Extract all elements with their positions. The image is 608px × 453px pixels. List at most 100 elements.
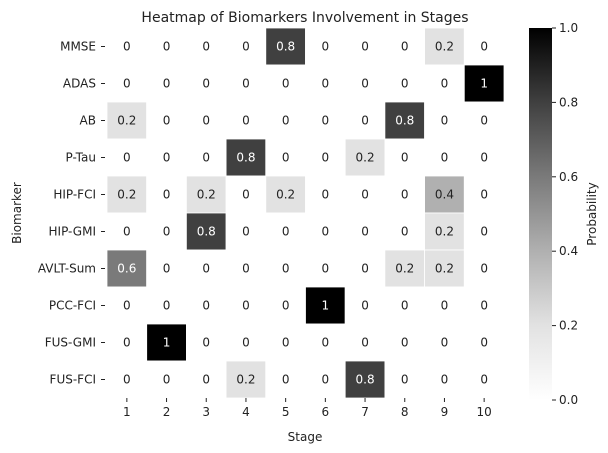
colorbar-tick-label: 0.4 [559,244,578,258]
cell-value-label: 0 [202,336,210,350]
cell-value-label: 0.2 [435,262,454,276]
cell-value-label: 0 [123,225,131,239]
cell-value-label: 0 [163,373,171,387]
heatmap-cell [106,249,148,288]
x-tick-label: 6 [322,405,330,419]
heatmap-cell [185,212,227,251]
cell-value-label: 0 [282,77,290,91]
cell-value-label: 0 [361,225,369,239]
cell-value-label: 0 [123,151,131,165]
cell-value-label: 0.2 [236,373,255,387]
cell-value-label: 0 [123,336,131,350]
cell-value-label: 0 [282,225,290,239]
y-tick-label: MMSE [60,40,96,54]
cell-value-label: 0 [202,77,210,91]
cell-value-label: 0 [242,188,250,202]
x-tick-label: 2 [163,405,171,419]
heatmap-cell [305,212,346,251]
heatmap-cell [424,286,465,325]
cell-value-label: 0 [480,225,488,239]
heatmap-cell [225,212,267,251]
cell-value-label: 0 [480,299,488,313]
heatmap-cell [265,323,306,362]
heatmap-cell [463,27,505,66]
heatmap-cell [146,64,187,103]
cell-value-label: 0 [163,114,171,128]
heatmap-cell [463,286,505,325]
cell-value-label: 0 [242,77,250,91]
cell-value-label: 0 [242,40,250,54]
x-tick-label: 9 [441,405,449,419]
heatmap-cell [424,101,465,140]
heatmap-cell [146,101,187,140]
y-tick-label: AB [80,114,96,128]
x-tick-label: 5 [282,405,290,419]
cell-value-label: 0 [322,373,330,387]
heatmap-cell [463,249,505,288]
cell-value-label: 1 [480,77,488,91]
cell-value-label: 1 [163,336,171,350]
cell-value-label: 0 [401,77,409,91]
heatmap-cell [344,138,386,177]
cell-value-label: 0 [322,188,330,202]
cell-value-label: 0 [123,77,131,91]
heatmap-cell [384,64,425,103]
cell-value-label: 0 [480,151,488,165]
cell-value-label: 0.2 [356,151,375,165]
cell-value-label: 0.2 [276,188,295,202]
cell-value-label: 0 [322,262,330,276]
cell-value-label: 0.2 [117,114,136,128]
x-tick-labels: 1 2 3 4 5 6 7 8 9 10 [123,398,492,419]
y-tick-label: FUS-FCI [50,373,96,387]
heatmap-cell [185,27,227,66]
y-tick-label: FUS-GMI [45,336,96,350]
cell-value-label: 0 [401,40,409,54]
cell-value-label: 0 [282,373,290,387]
cell-value-label: 0 [202,299,210,313]
heatmap-cell [225,323,267,362]
cell-value-label: 0 [322,40,330,54]
heatmap-cell [146,286,187,325]
heatmap-cell [146,27,187,66]
heatmap-cell [344,175,386,214]
cell-value-label: 0 [123,373,131,387]
cell-value-label: 0 [282,299,290,313]
cell-value-label: 0 [361,336,369,350]
cell-value-label: 0.8 [276,40,295,54]
heatmap-cell [185,286,227,325]
heatmap-cell [305,249,346,288]
cell-value-label: 0 [282,151,290,165]
x-tick-label: 1 [123,405,131,419]
colorbar-label: Probability [585,182,599,245]
heatmap-cell [265,212,306,251]
y-tick-label: HIP-GMI [49,225,97,239]
heatmap-cell [384,175,425,214]
heatmap-cell [305,360,346,399]
x-tick-label: 3 [202,405,210,419]
cell-value-label: 0 [480,188,488,202]
y-tick-label: P-Tau [65,151,96,165]
heatmap-cell [384,101,425,140]
heatmap-cell [305,175,346,214]
heatmap-cell [106,323,148,362]
x-tick-label: 10 [477,405,492,419]
colorbar-tick-label: 0.2 [559,319,578,333]
heatmap-cell [463,101,505,140]
cell-value-label: 0 [361,262,369,276]
heatmap-cell [344,64,386,103]
heatmap-cell [185,175,227,214]
y-tick-label: PCC-FCI [49,299,96,313]
cell-value-label: 0 [242,262,250,276]
cell-value-label: 0 [322,225,330,239]
cell-value-label: 0.8 [236,151,255,165]
cell-value-label: 0 [401,225,409,239]
cell-value-label: 0.6 [117,262,136,276]
heatmap-cell [424,175,465,214]
cell-value-label: 0 [202,114,210,128]
colorbar [529,28,552,400]
heatmap-cell [424,64,465,103]
cell-value-label: 1 [322,299,330,313]
cell-value-label: 0 [322,77,330,91]
cell-value-label: 0 [401,151,409,165]
heatmap-cell [305,27,346,66]
